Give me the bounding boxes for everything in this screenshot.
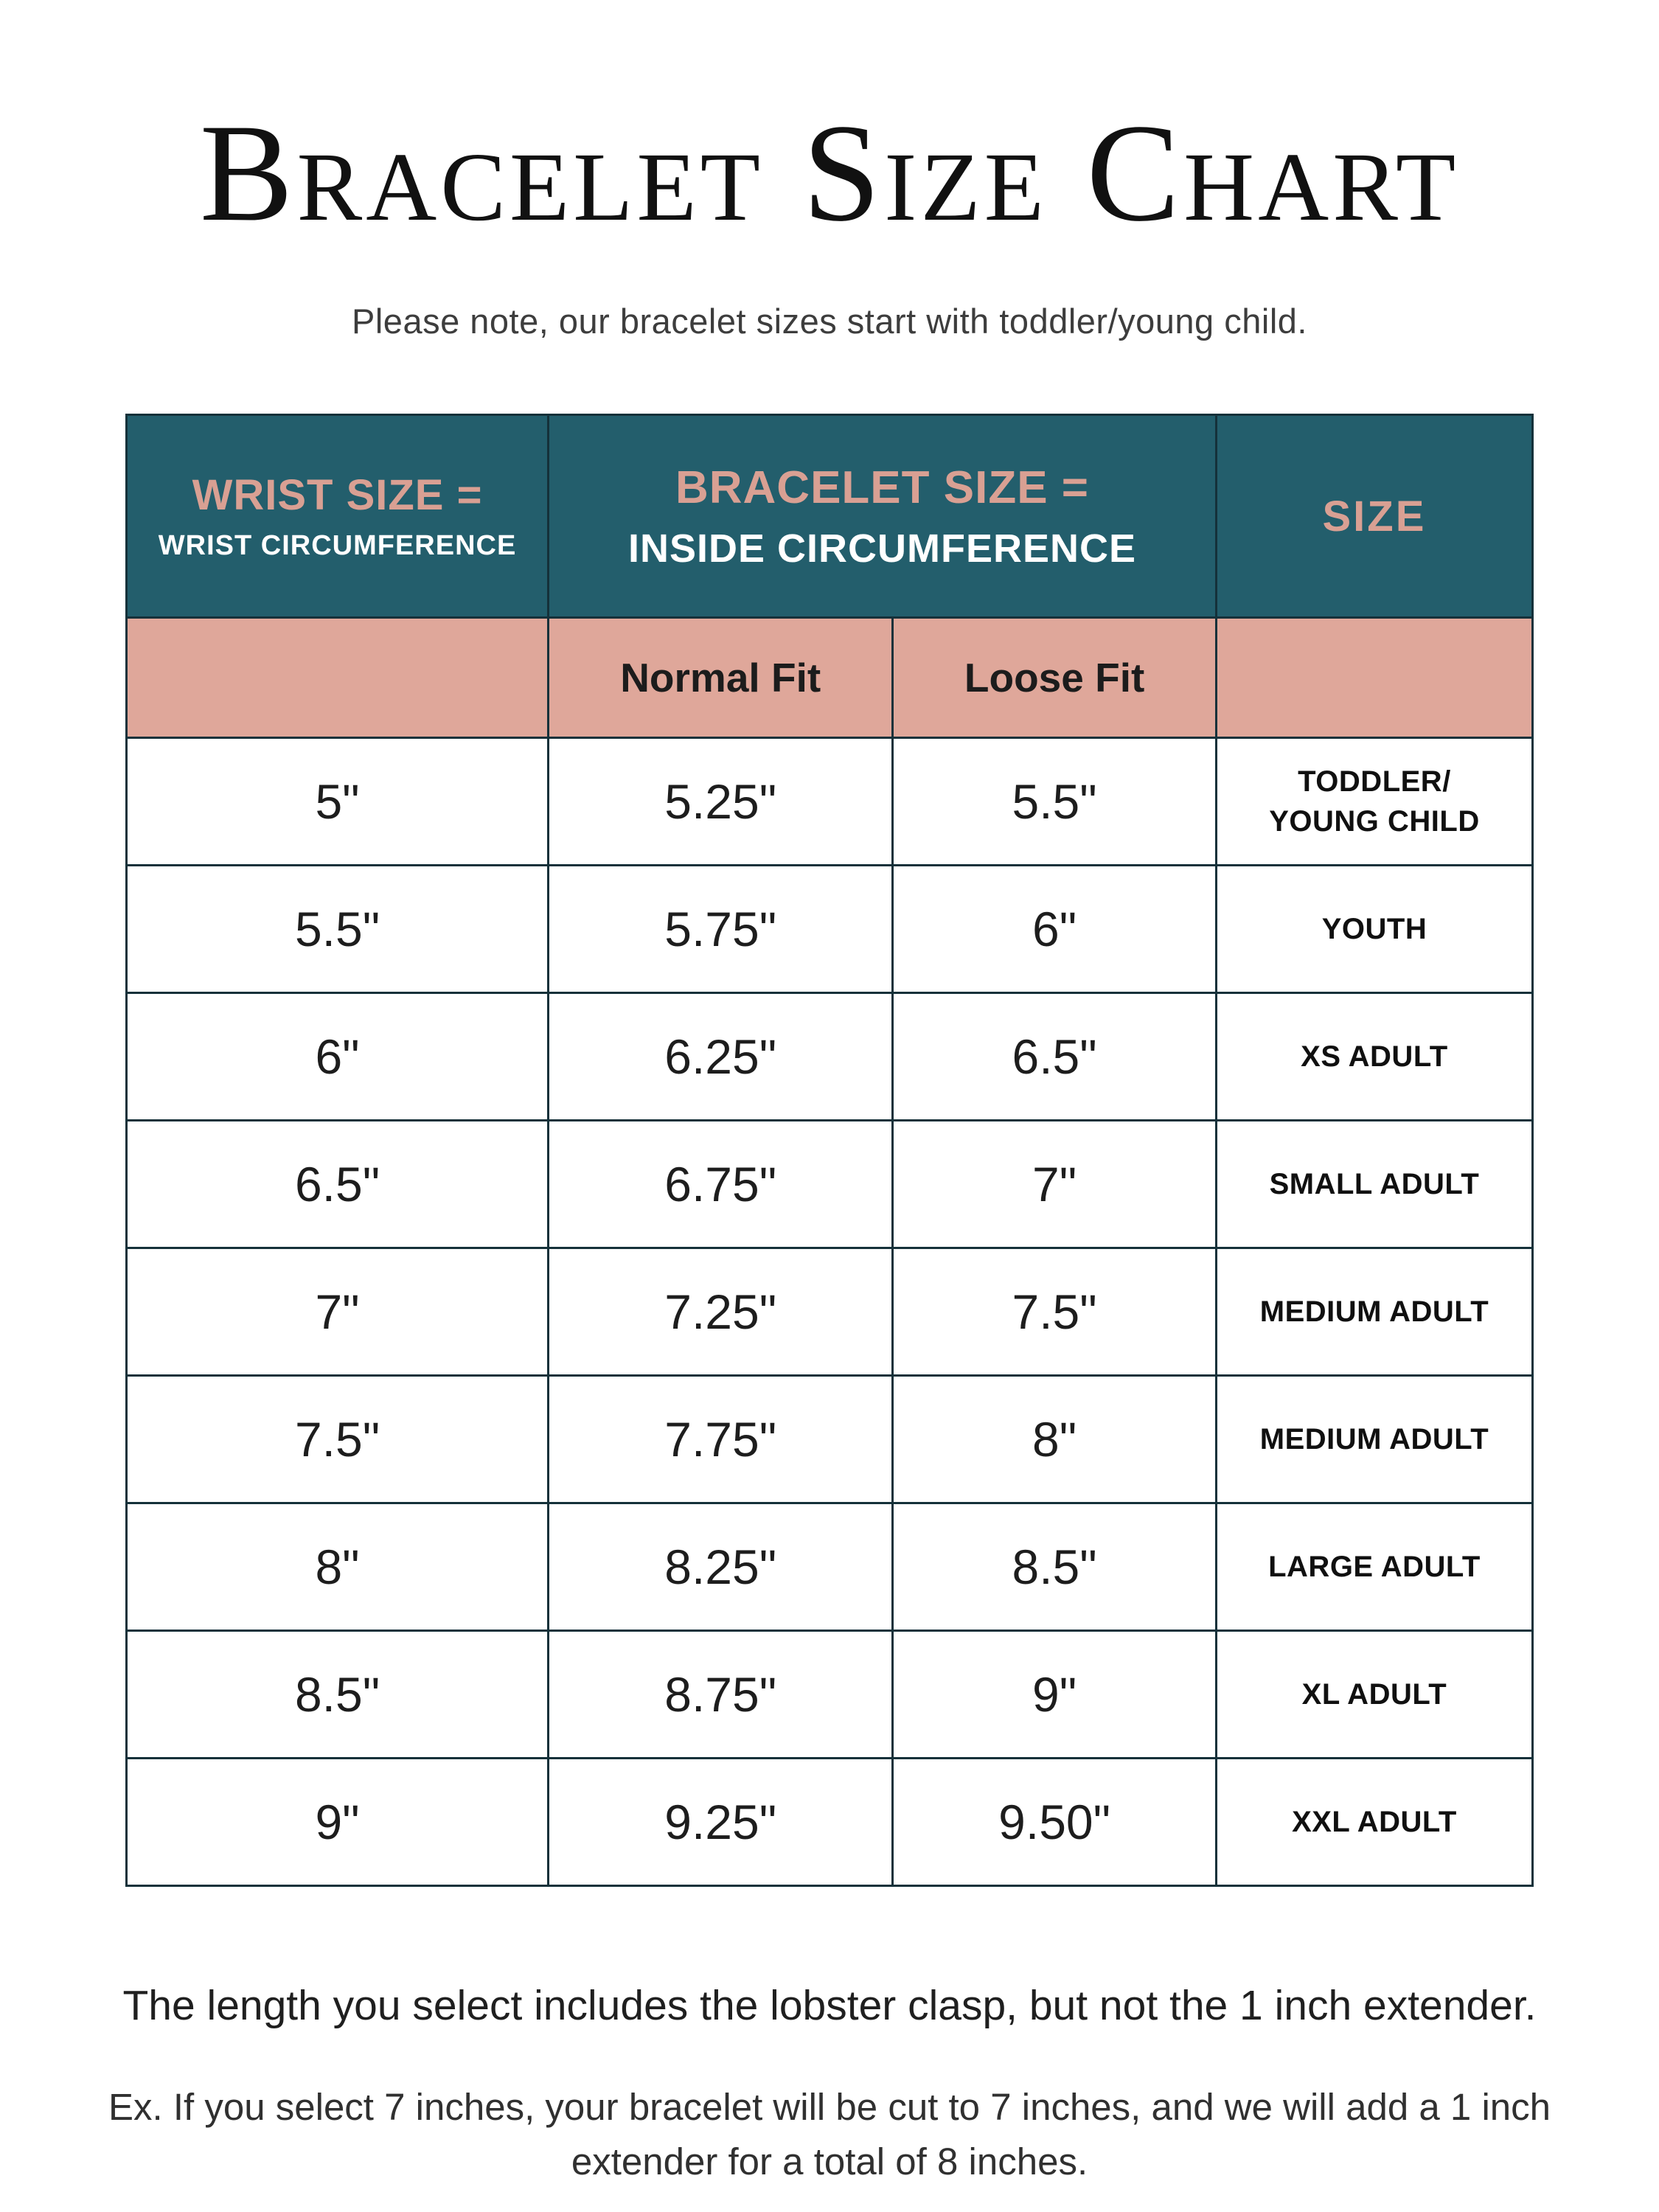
wrist-size-label: WRIST SIZE = [192,471,483,519]
size-category-value: XS ADULT [1214,992,1534,1121]
table-row: 5.5" 5.75" 6" YOUTH [125,864,1534,994]
size-chart-table: WRIST SIZE = WRIST CIRCUMFERENCE BRACELE… [125,414,1534,1887]
header-size: SIZE [1214,414,1534,619]
wrist-size-value: 5" [125,737,550,866]
normal-fit-value: 5.25" [547,737,894,866]
normal-fit-value: 8.25" [547,1502,894,1632]
header-bracelet-size: BRACELET SIZE = INSIDE CIRCUMFERENCE [547,414,1217,619]
size-label: SIZE [1322,492,1427,540]
size-category-value: SMALL ADULT [1214,1119,1534,1249]
wrist-size-value: 6" [125,992,550,1121]
wrist-size-value: 9" [125,1757,550,1887]
size-category-value: TODDLER/ YOUNG CHILD [1214,737,1534,866]
size-category-value: MEDIUM ADULT [1214,1247,1534,1377]
size-category-value: YOUTH [1214,864,1534,994]
table-row: 8" 8.25" 8.5" LARGE ADULT [125,1502,1534,1632]
wrist-size-value: 5.5" [125,864,550,994]
wrist-circumference-label: WRIST CIRCUMFERENCE [158,530,517,561]
size-category-value: LARGE ADULT [1214,1502,1534,1632]
normal-fit-value: 9.25" [547,1757,894,1887]
header-wrist-size: WRIST SIZE = WRIST CIRCUMFERENCE [125,414,550,619]
loose-fit-value: 9.50" [891,1757,1217,1887]
table-row: 6.5" 6.75" 7" SMALL ADULT [125,1119,1534,1249]
fit-subheader-row: Normal Fit Loose Fit [125,616,1534,739]
table-row: 5" 5.25" 5.5" TODDLER/ YOUNG CHILD [125,737,1534,866]
table-row: 7" 7.25" 7.5" MEDIUM ADULT [125,1247,1534,1377]
wrist-size-value: 7" [125,1247,550,1377]
page-subtitle: Please note, our bracelet sizes start wi… [352,302,1307,341]
size-category-value: XXL ADULT [1214,1757,1534,1887]
bracelet-size-label: BRACELET SIZE = [675,462,1089,513]
fit-row-empty-left [125,616,550,739]
size-category-value: XL ADULT [1214,1630,1534,1759]
loose-fit-value: 9" [891,1630,1217,1759]
wrist-size-value: 7.5" [125,1374,550,1504]
loose-fit-value: 6.5" [891,992,1217,1121]
normal-fit-value: 7.25" [547,1247,894,1377]
loose-fit-value: 6" [891,864,1217,994]
table-row: 6" 6.25" 6.5" XS ADULT [125,992,1534,1121]
loose-fit-value: 7" [891,1119,1217,1249]
page-title: Bracelet Size Chart [199,96,1460,251]
wrist-size-value: 8" [125,1502,550,1632]
loose-fit-value: 7.5" [891,1247,1217,1377]
table-header-row: WRIST SIZE = WRIST CIRCUMFERENCE BRACELE… [125,414,1534,619]
footer-note-example: Ex. If you select 7 inches, your bracele… [108,2086,1551,2183]
normal-fit-value: 8.75" [547,1630,894,1759]
wrist-size-value: 6.5" [125,1119,550,1249]
footer-note-clasp: The length you select includes the lobst… [122,1982,1537,2029]
normal-fit-value: 6.25" [547,992,894,1121]
normal-fit-value: 7.75" [547,1374,894,1504]
table-row: 8.5" 8.75" 9" XL ADULT [125,1630,1534,1759]
loose-fit-label: Loose Fit [891,616,1217,739]
size-category-value: MEDIUM ADULT [1214,1374,1534,1504]
fit-row-empty-right [1214,616,1534,739]
normal-fit-label: Normal Fit [547,616,894,739]
normal-fit-value: 5.75" [547,864,894,994]
loose-fit-value: 5.5" [891,737,1217,866]
inside-circumference-label: INSIDE CIRCUMFERENCE [627,526,1137,571]
loose-fit-value: 8.5" [891,1502,1217,1632]
wrist-size-value: 8.5" [125,1630,550,1759]
loose-fit-value: 8" [891,1374,1217,1504]
table-row: 7.5" 7.75" 8" MEDIUM ADULT [125,1374,1534,1504]
table-row: 9" 9.25" 9.50" XXL ADULT [125,1757,1534,1887]
normal-fit-value: 6.75" [547,1119,894,1249]
